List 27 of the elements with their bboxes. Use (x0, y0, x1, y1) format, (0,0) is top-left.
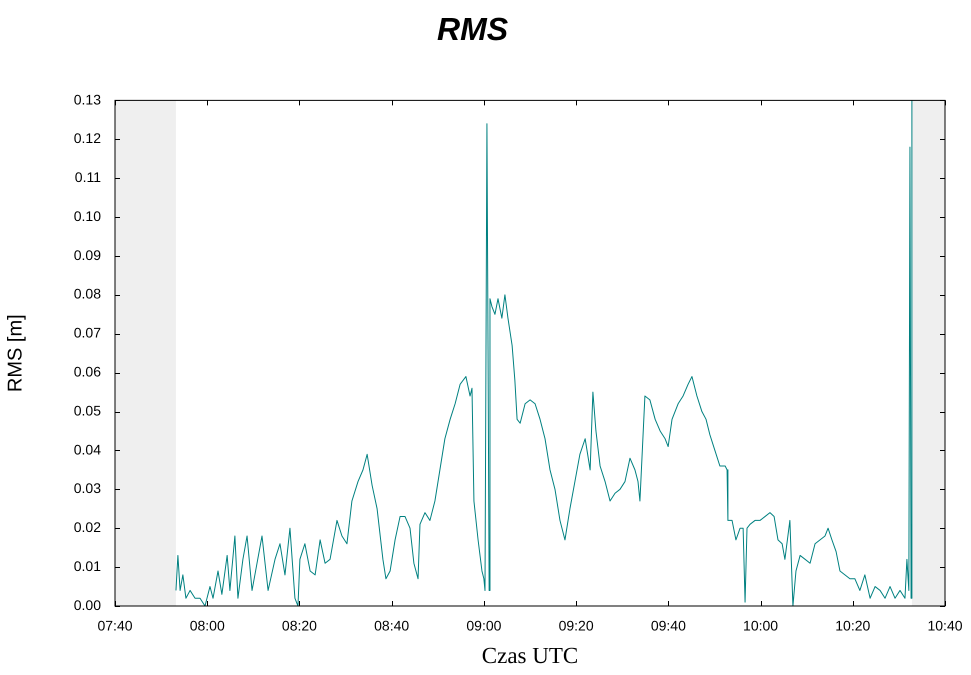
y-tick-label: 0.03 (74, 480, 102, 496)
x-tick-label: 08:40 (374, 617, 410, 634)
x-tick-label: 09:40 (650, 617, 686, 634)
x-tick-label: 09:20 (558, 617, 594, 634)
x-tick-label: 08:00 (190, 617, 225, 634)
x-tick-label: 08:20 (282, 617, 318, 634)
y-tick-label: 0.13 (74, 91, 102, 108)
y-tick-label: 0.11 (74, 169, 102, 186)
y-axis-title: RMS [m] (4, 314, 27, 392)
y-tick-label: 0.09 (74, 246, 102, 263)
y-tick-label: 0.07 (74, 324, 102, 341)
y-tick-label: 0.02 (74, 519, 102, 536)
y-tick-label: 0.10 (74, 208, 102, 224)
x-tick-label: 10:40 (927, 617, 963, 634)
x-axis-title: Czas UTC (482, 643, 578, 668)
y-tick-label: 0.12 (74, 130, 102, 146)
x-tick-label: 07:40 (97, 617, 133, 634)
y-tick-label: 0.08 (74, 286, 102, 302)
x-tick-label: 10:00 (743, 617, 778, 634)
chart-title: RMS (436, 11, 509, 48)
x-tick-label: 09:00 (466, 617, 502, 634)
y-tick-label: 0.06 (74, 364, 102, 380)
x-tick-label: 10:20 (835, 617, 870, 634)
y-tick-label: 0.00 (74, 596, 102, 613)
y-tick-label: 0.01 (74, 558, 102, 574)
y-tick-label: 0.05 (74, 402, 102, 418)
y-tick-label: 0.04 (74, 441, 102, 458)
